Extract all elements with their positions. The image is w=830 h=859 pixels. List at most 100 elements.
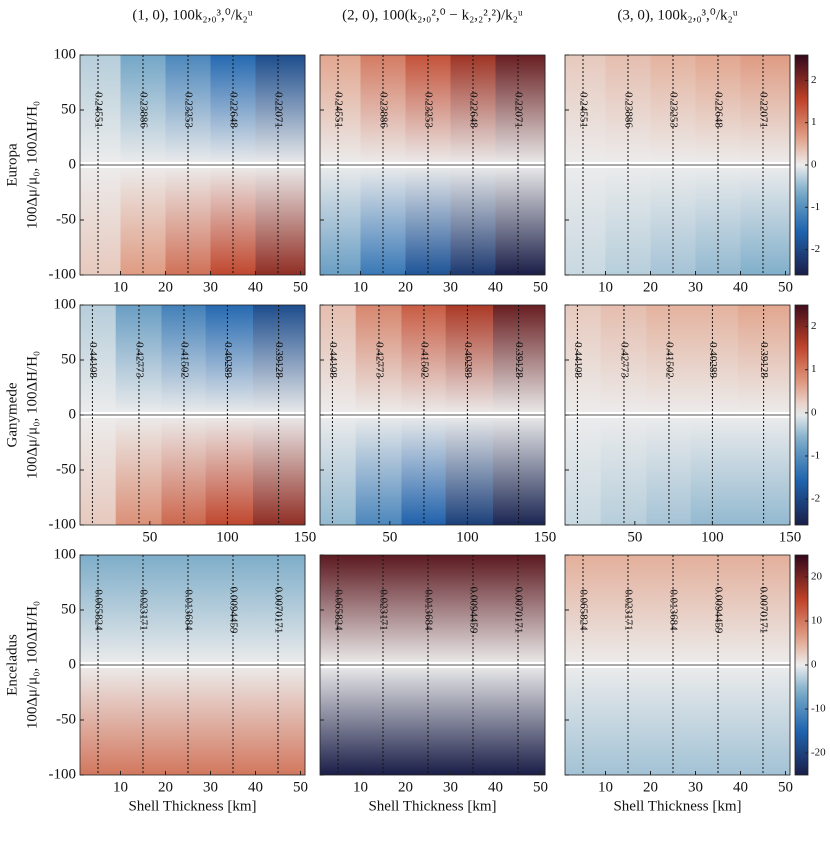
x-tick-label: 30 xyxy=(688,279,703,295)
line-label: 0.41502 xyxy=(178,342,190,378)
line-label: 0.0070171 xyxy=(757,587,769,634)
y-tick-label: 0 xyxy=(69,406,77,422)
y-axis-label: 100Δμ/μ₀, 100ΔH/H₀ xyxy=(24,351,40,479)
line-label: 0.44108 xyxy=(572,342,584,378)
x-tick-label: 50 xyxy=(627,529,642,545)
line-label: 0.22071 xyxy=(272,92,284,128)
line-label: 0.41502 xyxy=(418,342,430,378)
x-tick-label: 50 xyxy=(142,529,157,545)
line-label: 0.013684 xyxy=(182,589,194,631)
line-label: 0.44108 xyxy=(87,342,99,378)
x-tick-label: 20 xyxy=(398,779,413,795)
row-label: Ganymede 100Δμ/μ₀, 100ΔH/H₀ xyxy=(4,351,40,479)
row-name: Europa xyxy=(4,143,20,187)
column-title: (3, 0), 100k₂,₀³,⁰/k₂ᵘ xyxy=(617,7,737,23)
colorbar xyxy=(794,304,809,526)
x-tick-label: 150 xyxy=(294,529,317,545)
y-tick-label: -100 xyxy=(49,766,77,782)
x-tick-label: 50 xyxy=(533,279,548,295)
x-tick-label: 30 xyxy=(688,779,703,795)
line-label: 0.40289 xyxy=(707,342,719,378)
line-label: 0.22071 xyxy=(512,92,524,128)
colorbar-tick-label: -10 xyxy=(811,703,826,715)
x-tick-label: 20 xyxy=(398,279,413,295)
line-label: 0.065824 xyxy=(577,589,589,631)
line-label: 0.39128 xyxy=(758,342,770,378)
x-tick-label: 50 xyxy=(778,779,793,795)
line-label: 0.23253 xyxy=(422,92,434,128)
x-tick-label: 20 xyxy=(158,779,173,795)
x-tick-label: 50 xyxy=(382,529,397,545)
row-label: Enceladus 100Δμ/μ₀, 100ΔH/H₀ xyxy=(4,601,40,729)
column-title: (1, 0), 100k₂,₀³,⁰/k₂ᵘ xyxy=(132,7,252,23)
line-label: 0.023171 xyxy=(137,589,149,630)
line-label: 0.23886 xyxy=(622,92,634,128)
colorbar-tick-label: -1 xyxy=(811,450,820,462)
line-label: 0.023171 xyxy=(377,589,389,630)
x-tick-label: 150 xyxy=(779,529,802,545)
line-label: 0.40289 xyxy=(462,342,474,378)
colorbar-tick-label: 0 xyxy=(811,159,817,171)
colorbar-tick-label: 2 xyxy=(811,74,817,86)
x-tick-label: 50 xyxy=(533,779,548,795)
line-label: 0.22648 xyxy=(712,92,724,128)
line-label: 0.39128 xyxy=(273,342,285,378)
colorbar-tick-label: -2 xyxy=(811,493,820,505)
x-tick-label: 40 xyxy=(488,279,503,295)
row-label: Europa 100Δμ/μ₀, 100ΔH/H₀ xyxy=(4,101,40,229)
x-tick-label: 10 xyxy=(598,779,613,795)
x-tick-label: 10 xyxy=(598,279,613,295)
x-tick-label: 20 xyxy=(643,779,658,795)
x-tick-label: 20 xyxy=(643,279,658,295)
x-tick-label: 100 xyxy=(701,529,724,545)
x-tick-label: 100 xyxy=(216,529,239,545)
line-label: 0.23253 xyxy=(182,92,194,128)
y-tick-label: 100 xyxy=(54,46,77,62)
line-label: 0.24551 xyxy=(332,92,344,128)
x-tick-label: 30 xyxy=(203,279,218,295)
colorbar-tick-label: 20 xyxy=(811,571,823,583)
x-tick-label: 10 xyxy=(113,779,128,795)
colorbar-tick-label: -20 xyxy=(811,747,826,759)
line-label: 0.0094459 xyxy=(467,587,479,634)
line-label: 0.065824 xyxy=(332,589,344,631)
y-tick-label: 0 xyxy=(69,656,77,672)
x-tick-label: 50 xyxy=(778,279,793,295)
line-label: 0.22071 xyxy=(757,92,769,128)
y-axis-label: 100Δμ/μ₀, 100ΔH/H₀ xyxy=(24,101,40,229)
x-axis-label: Shell Thickness [km] xyxy=(368,798,496,814)
x-tick-label: 50 xyxy=(293,279,308,295)
colorbar-tick-label: 0 xyxy=(811,659,817,671)
x-tick-label: 40 xyxy=(248,779,263,795)
y-tick-label: 100 xyxy=(54,296,77,312)
line-label: 0.40289 xyxy=(222,342,234,378)
x-tick-label: 50 xyxy=(293,779,308,795)
line-label: 0.23886 xyxy=(137,92,149,128)
line-label: 0.42773 xyxy=(618,342,630,378)
y-tick-label: -50 xyxy=(56,211,76,227)
line-label: 0.023171 xyxy=(622,589,634,630)
line-label: 0.0070171 xyxy=(272,587,284,634)
colorbar-tick-label: 10 xyxy=(811,615,823,627)
colorbar-tick-label: 1 xyxy=(811,116,817,128)
line-label: 0.42773 xyxy=(133,342,145,378)
colorbar-tick-label: 1 xyxy=(811,363,817,375)
line-label: 0.0094459 xyxy=(712,587,724,634)
x-tick-label: 40 xyxy=(488,779,503,795)
line-label: 0.013684 xyxy=(422,589,434,631)
line-label: 0.44108 xyxy=(327,342,339,378)
x-tick-label: 40 xyxy=(733,279,748,295)
colorbar-tick-label: -1 xyxy=(811,201,820,213)
line-label: 0.23886 xyxy=(377,92,389,128)
x-tick-label: 30 xyxy=(443,779,458,795)
colorbar-tick-label: 0 xyxy=(811,406,817,418)
colorbar-tick-label: -2 xyxy=(811,243,820,255)
line-label: 0.41502 xyxy=(663,342,675,378)
line-label: 0.42773 xyxy=(373,342,385,378)
x-tick-label: 40 xyxy=(733,779,748,795)
y-tick-label: 50 xyxy=(61,351,76,367)
column-title: (2, 0), 100(k₂,₀²,⁰ − k₂,₂²,²)/k₂ᵘ xyxy=(342,7,523,23)
x-tick-label: 40 xyxy=(248,279,263,295)
y-tick-label: 0 xyxy=(69,156,77,172)
y-tick-label: 50 xyxy=(61,101,76,117)
